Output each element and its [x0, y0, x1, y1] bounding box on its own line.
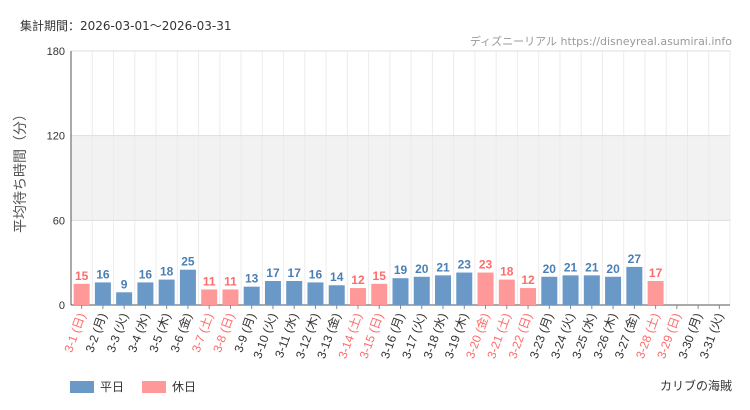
value-labels-layer: 15 16 9 16 18 25 11 11 13 17 17 16 14 12 15 19 20 21 23 23 1… — [75, 252, 663, 291]
bar-weekday — [626, 266, 643, 305]
bar-weekday — [328, 285, 345, 305]
bar-value-label: 20 — [606, 262, 620, 276]
shaded-band — [71, 135, 730, 221]
bar-holiday — [201, 289, 218, 305]
bar-holiday — [498, 279, 515, 305]
bar-value-label: 17 — [649, 266, 663, 280]
holiday-swatch — [142, 380, 167, 393]
bar-value-label: 14 — [330, 270, 344, 284]
bar-weekday — [562, 275, 579, 305]
bar-weekday — [605, 276, 622, 305]
bar-weekday — [392, 278, 409, 305]
site-credit: ディズニーリアル https://disneyreal.asumirai.inf… — [469, 35, 732, 48]
bar-holiday — [647, 281, 664, 305]
bar-weekday — [413, 276, 430, 305]
bar-value-label: 12 — [521, 273, 535, 287]
bar-value-label: 11 — [224, 274, 237, 288]
bar-weekday — [435, 275, 452, 305]
bar-value-label: 17 — [266, 266, 280, 280]
bar-holiday — [371, 283, 388, 305]
bar-value-label: 21 — [436, 260, 450, 274]
bar-weekday — [264, 281, 281, 305]
bar-value-label: 23 — [458, 258, 472, 272]
bar-value-label: 16 — [309, 267, 323, 281]
grid-layer — [70, 50, 731, 306]
bar-holiday — [520, 288, 537, 305]
shaded-band-layer — [71, 135, 730, 221]
legend-holiday-label: 休日 — [172, 380, 197, 394]
bar-weekday — [116, 292, 133, 305]
bar-value-label: 9 — [121, 277, 128, 291]
bar-value-label: 12 — [351, 273, 365, 287]
bar-value-label: 21 — [564, 260, 578, 274]
legend-weekday: 平日 — [70, 378, 124, 395]
chart-legend: 平日 休日 — [70, 378, 196, 395]
bar-value-label: 25 — [181, 255, 195, 269]
bar-holiday — [222, 289, 239, 305]
bar-value-label: 18 — [500, 265, 514, 279]
bar-weekday — [456, 272, 473, 305]
bar-value-label: 23 — [479, 258, 493, 272]
bar-weekday — [243, 286, 260, 305]
bar-value-label: 13 — [245, 272, 259, 286]
bar-holiday — [477, 272, 494, 305]
bar-value-label: 18 — [160, 265, 174, 279]
weekday-swatch — [70, 380, 94, 393]
bar-value-label: 20 — [543, 262, 557, 276]
y-tick-label: 120 — [47, 131, 65, 143]
bar-value-label: 17 — [288, 266, 302, 280]
legend-holiday: 休日 — [142, 378, 196, 395]
bar-value-label: 20 — [415, 262, 429, 276]
bar-holiday — [73, 283, 90, 305]
bar-value-label: 16 — [139, 267, 153, 281]
attraction-name: カリブの海賊 — [659, 379, 732, 393]
bar-value-label: 27 — [628, 252, 642, 266]
bar-weekday — [94, 282, 111, 305]
bar-value-label: 15 — [75, 269, 89, 283]
bar-weekday — [583, 275, 600, 305]
y-tick-label: 0 — [59, 300, 65, 312]
axis-layer: 0 60 120 180 — [47, 46, 720, 312]
bar-value-label: 19 — [394, 263, 408, 277]
bar-value-label: 21 — [585, 260, 599, 274]
bar-holiday — [349, 288, 366, 305]
bar-value-label: 16 — [96, 267, 110, 281]
bar-weekday — [307, 282, 324, 305]
y-tick-label: 180 — [47, 46, 65, 58]
period-text: 集計期間：2026-03-01～2026-03-31 — [20, 19, 232, 33]
bar-value-label: 11 — [203, 274, 216, 288]
x-tick-labels-layer: 3-1 (日)3-2 (月)3-3 (火)3-4 (水)3-5 (木)3-6 (… — [61, 311, 726, 361]
bars-layer — [73, 266, 664, 305]
bar-weekday — [158, 279, 175, 305]
legend-weekday-label: 平日 — [100, 380, 125, 394]
bar-weekday — [179, 269, 196, 305]
bar-weekday — [286, 281, 303, 305]
y-tick-label: 60 — [53, 215, 65, 227]
bar-weekday — [137, 282, 154, 305]
bar-weekday — [541, 276, 558, 305]
bar-value-label: 15 — [373, 269, 387, 283]
